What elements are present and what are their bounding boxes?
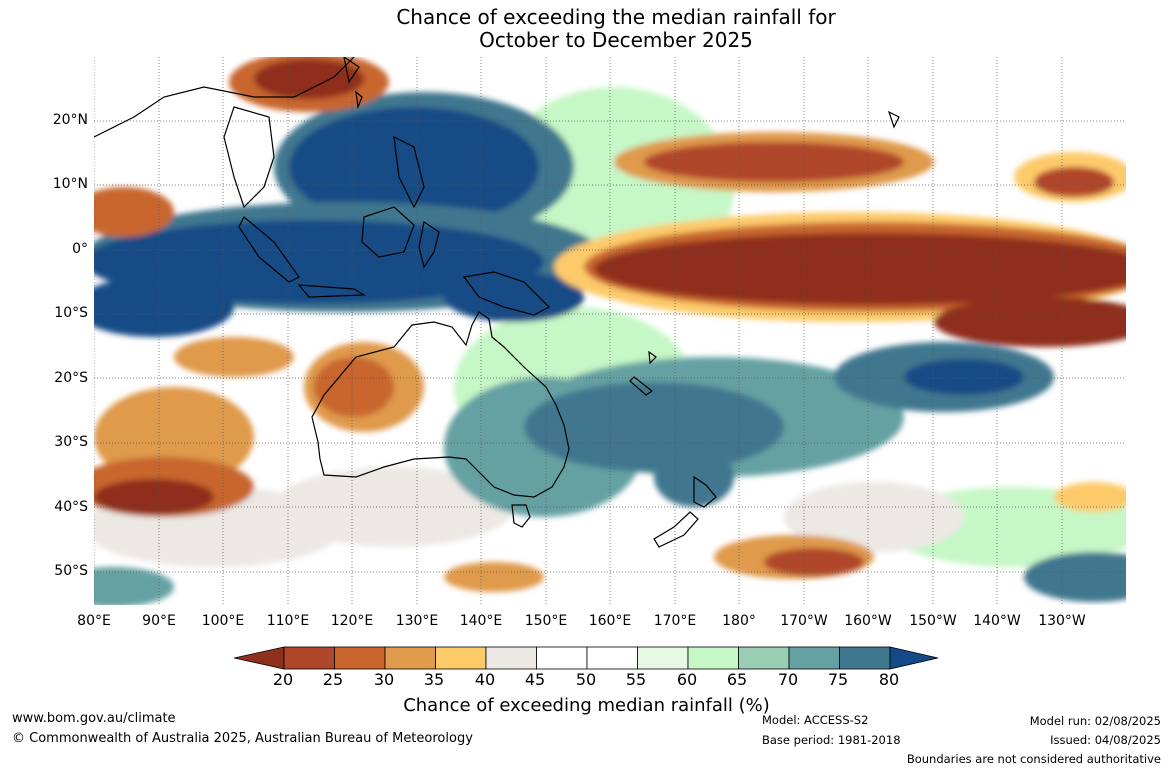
- colorbar-segment: [536, 646, 588, 670]
- website-link[interactable]: www.bom.gov.au/climate: [12, 711, 176, 726]
- colorbar-segment: [687, 646, 739, 670]
- japan-outline: [343, 57, 360, 84]
- colorbar-segment: [788, 646, 840, 670]
- colorbar-tick-label: 20: [272, 670, 294, 689]
- longitude-label: 170°W: [780, 613, 828, 629]
- indochina-outline: [223, 106, 275, 209]
- longitude-label: 180°: [722, 613, 756, 629]
- sumatra-outline: [238, 216, 300, 283]
- colorbar-segment: [586, 646, 638, 670]
- longitude-label: 80°E: [77, 613, 111, 629]
- latitude-label: 30°S: [54, 434, 88, 450]
- longitude-label: 140°W: [973, 613, 1021, 629]
- sulawesi-outline: [418, 221, 440, 269]
- colorbar-segment: [435, 646, 487, 670]
- latitude-label: 10°N: [52, 176, 88, 192]
- coastlines: [94, 57, 900, 548]
- hawaii-outline: [887, 110, 900, 129]
- colorbar-segment: [283, 646, 335, 670]
- longitude-label: 130°E: [395, 613, 439, 629]
- map-title-line-2: October to December 2025: [479, 28, 753, 52]
- colorbar-tick-label: 75: [827, 670, 849, 689]
- longitude-label: 90°E: [142, 613, 176, 629]
- colorbar-segment: [738, 646, 790, 670]
- colorbar-segment: [384, 646, 436, 670]
- longitude-label: 170°E: [653, 613, 697, 629]
- new-zealand-south-outline: [653, 511, 699, 548]
- colorbar-segment: [485, 646, 537, 670]
- java-outline: [297, 284, 367, 298]
- colorbar-tick-label: 80: [878, 670, 900, 689]
- colorbar-tick-label: 50: [575, 670, 597, 689]
- latitude-label: 40°S: [54, 499, 88, 515]
- colorbar-tick-label: 55: [625, 670, 647, 689]
- longitude-label: 160°E: [588, 613, 632, 629]
- latitude-label: 10°S: [54, 305, 88, 321]
- fiji-outline: [648, 350, 657, 365]
- colorbar-tick-label: 35: [423, 670, 445, 689]
- colorbar-segment: [637, 646, 689, 670]
- copyright-notice: © Commonwealth of Australia 2025, Austra…: [12, 731, 473, 746]
- base-period: Base period: 1981-2018: [762, 733, 901, 747]
- longitude-label: 160°W: [844, 613, 892, 629]
- issued-date: Issued: 04/08/2025: [1050, 733, 1161, 747]
- longitude-label: 110°E: [266, 613, 310, 629]
- longitude-label: 130°W: [1038, 613, 1086, 629]
- colorbar-high-arrow: [889, 646, 939, 670]
- colorbar-tick-label: 25: [322, 670, 344, 689]
- map-title-line-1: Chance of exceeding the median rainfall …: [396, 5, 836, 29]
- rainfall-outlook-map: [94, 57, 1126, 605]
- new-zealand-north-outline: [693, 475, 717, 508]
- latitude-label: 0°: [72, 241, 88, 257]
- colorbar-tick-label: 45: [524, 670, 546, 689]
- longitude-label: 120°E: [330, 613, 374, 629]
- colorbar-tick-label: 40: [474, 670, 496, 689]
- longitude-label: 150°E: [524, 613, 568, 629]
- latitude-label: 50°S: [54, 563, 88, 579]
- taiwan-outline: [355, 90, 363, 110]
- colorbar-low-arrow: [234, 646, 285, 670]
- australia-outline: [311, 311, 570, 498]
- colorbar-tick-label: 70: [777, 670, 799, 689]
- longitude-label: 100°E: [201, 613, 245, 629]
- model-name: Model: ACCESS-S2: [762, 713, 869, 727]
- probability-field: [94, 57, 1126, 605]
- colorbar-segment: [839, 646, 891, 670]
- longitude-label: 140°E: [459, 613, 503, 629]
- model-run-date: Model run: 02/08/2025: [1029, 714, 1161, 728]
- latitude-label: 20°N: [52, 112, 88, 128]
- longitude-label: 150°W: [909, 613, 957, 629]
- graticule: [94, 57, 1126, 605]
- latitude-label: 20°S: [54, 370, 88, 386]
- new-guinea-outline: [462, 271, 550, 316]
- colorbar-tick-label: 65: [726, 670, 748, 689]
- boundary-disclaimer: Boundaries are not considered authoritat…: [906, 752, 1161, 766]
- asia-coast-outline: [94, 57, 355, 138]
- tasmania-outline: [511, 504, 531, 528]
- philippines-outline: [393, 135, 425, 209]
- colorbar-segment: [334, 646, 386, 670]
- colorbar-tick-label: 60: [676, 670, 698, 689]
- colorbar: [234, 646, 939, 670]
- colorbar-title: Chance of exceeding median rainfall (%): [403, 695, 770, 716]
- colorbar-tick-label: 30: [373, 670, 395, 689]
- borneo-outline: [361, 206, 415, 258]
- new-caledonia-outline: [629, 376, 654, 396]
